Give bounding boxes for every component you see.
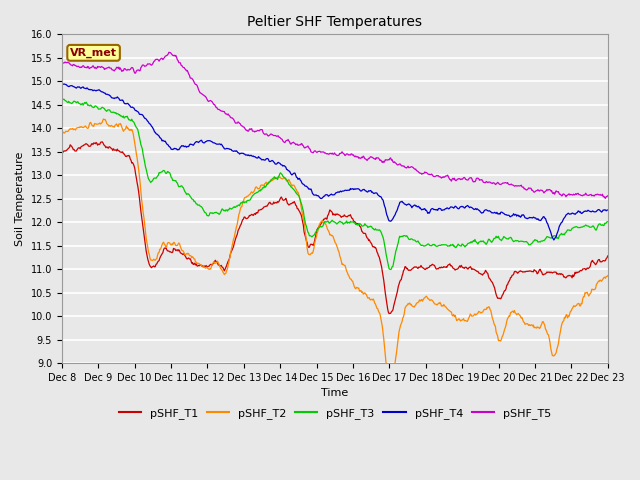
- Text: VR_met: VR_met: [70, 48, 117, 58]
- Title: Peltier SHF Temperatures: Peltier SHF Temperatures: [247, 15, 422, 29]
- pSHF_T5: [418, 171, 426, 177]
- pSHF_T3: [124, 115, 132, 121]
- Line: pSHF_T4: pSHF_T4: [62, 84, 608, 240]
- Line: pSHF_T2: pSHF_T2: [62, 119, 608, 386]
- pSHF_T1: [385, 311, 393, 316]
- pSHF_T4: [604, 207, 612, 213]
- pSHF_T1: [419, 264, 426, 270]
- pSHF_T2: [604, 273, 612, 278]
- pSHF_T1: [209, 261, 217, 266]
- pSHF_T2: [100, 116, 108, 122]
- pSHF_T1: [604, 253, 612, 259]
- pSHF_T5: [209, 100, 217, 106]
- pSHF_T1: [180, 252, 188, 257]
- pSHF_T3: [402, 233, 410, 239]
- pSHF_T4: [58, 82, 66, 87]
- pSHF_T4: [68, 83, 76, 89]
- pSHF_T3: [604, 219, 612, 225]
- Line: pSHF_T5: pSHF_T5: [62, 52, 608, 198]
- pSHF_T2: [209, 260, 217, 266]
- Y-axis label: Soil Temperature: Soil Temperature: [15, 152, 25, 246]
- pSHF_T2: [68, 126, 76, 132]
- pSHF_T2: [125, 127, 132, 132]
- Line: pSHF_T1: pSHF_T1: [62, 142, 608, 313]
- pSHF_T3: [68, 101, 76, 107]
- pSHF_T3: [209, 210, 216, 216]
- pSHF_T4: [180, 144, 188, 150]
- pSHF_T1: [99, 139, 106, 144]
- pSHF_T2: [403, 302, 410, 308]
- X-axis label: Time: Time: [321, 388, 348, 398]
- pSHF_T2: [180, 250, 188, 256]
- pSHF_T5: [165, 49, 173, 55]
- pSHF_T5: [58, 61, 66, 67]
- Line: pSHF_T3: pSHF_T3: [62, 98, 608, 270]
- pSHF_T2: [419, 299, 426, 304]
- pSHF_T1: [58, 149, 66, 155]
- pSHF_T4: [209, 140, 217, 145]
- pSHF_T4: [418, 207, 426, 213]
- pSHF_T4: [550, 237, 557, 243]
- Legend: pSHF_T1, pSHF_T2, pSHF_T3, pSHF_T4, pSHF_T5: pSHF_T1, pSHF_T2, pSHF_T3, pSHF_T4, pSHF…: [114, 403, 556, 423]
- pSHF_T4: [402, 202, 410, 207]
- pSHF_T3: [387, 267, 394, 273]
- pSHF_T3: [418, 242, 426, 248]
- pSHF_T1: [403, 266, 410, 272]
- pSHF_T3: [180, 185, 188, 191]
- pSHF_T1: [125, 153, 132, 158]
- pSHF_T1: [68, 144, 76, 149]
- pSHF_T2: [58, 128, 66, 133]
- pSHF_T5: [604, 193, 612, 199]
- pSHF_T5: [68, 62, 76, 68]
- pSHF_T4: [125, 102, 132, 108]
- pSHF_T2: [388, 383, 396, 389]
- pSHF_T5: [602, 195, 609, 201]
- pSHF_T5: [124, 67, 132, 72]
- pSHF_T3: [58, 96, 66, 101]
- pSHF_T4: [60, 81, 68, 87]
- pSHF_T5: [180, 65, 188, 71]
- pSHF_T5: [402, 165, 410, 170]
